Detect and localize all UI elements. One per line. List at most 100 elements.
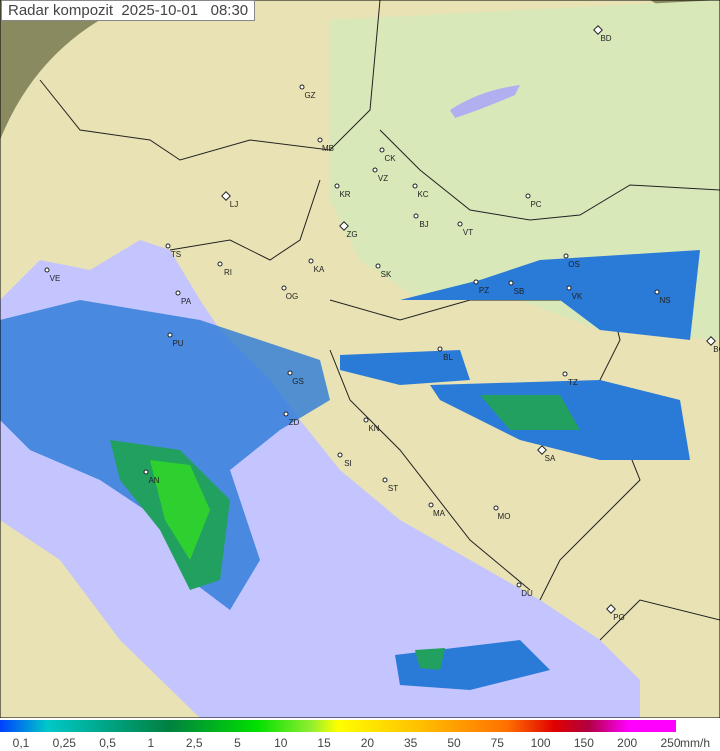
city-label: MB <box>322 144 334 153</box>
city-marker <box>413 213 419 219</box>
city-marker <box>308 258 314 264</box>
city-label: OS <box>568 260 580 269</box>
legend-tick: 10 <box>274 736 288 750</box>
city-label: ST <box>387 484 399 493</box>
legend-tick: 0,5 <box>99 736 116 750</box>
legend-tick: 200 <box>617 736 638 750</box>
legend: 0,1 0,25 0,5 1 2,5 5 10 15 20 35 50 75 100 150 200 250 … <box>0 718 720 751</box>
legend-unit: mm/h <box>680 736 710 750</box>
city-marker <box>143 469 149 475</box>
city-label: VZ <box>377 174 389 183</box>
city-label: BL <box>443 353 453 362</box>
city-label: SK <box>380 270 392 279</box>
legend-tick: 50 <box>447 736 461 750</box>
city-marker <box>562 371 568 377</box>
radar-map <box>0 0 720 718</box>
city-label: TS <box>170 250 182 259</box>
lake <box>450 85 520 118</box>
city-label: KN <box>368 424 380 433</box>
legend-tick: 100 <box>530 736 551 750</box>
city-label: AN <box>148 476 160 485</box>
city-marker <box>379 147 385 153</box>
city-label: DU <box>521 589 533 598</box>
map-title: Radar kompozit 2025-10-01 08:30 <box>1 0 256 21</box>
legend-tick: 15 <box>317 736 331 750</box>
city-label: BD <box>600 34 612 43</box>
rain-band-northeast <box>400 250 700 340</box>
city-marker <box>473 279 479 285</box>
city-label: PG <box>613 613 625 622</box>
city-marker <box>281 285 287 291</box>
legend-tick: 75 <box>490 736 504 750</box>
city-label: KR <box>339 190 351 199</box>
legend-tick: 0,25 <box>52 736 76 750</box>
rain-area-heavy <box>150 460 210 560</box>
legend-tick: 2,5 <box>185 736 203 750</box>
city-label: SA <box>544 454 556 463</box>
city-marker <box>516 582 522 588</box>
city-marker <box>457 221 463 227</box>
city-marker <box>217 261 223 267</box>
city-label: ZD <box>288 418 300 427</box>
legend-tick: 35 <box>404 736 418 750</box>
rain-band-central <box>340 350 470 385</box>
legend-tick: 5 <box>234 736 241 750</box>
city-marker <box>437 346 443 352</box>
city-label: BJ <box>419 220 429 229</box>
city-marker <box>563 253 569 259</box>
rain-core-south <box>415 648 445 670</box>
rain-core-east <box>480 395 580 430</box>
city-label: TZ <box>568 378 578 387</box>
city-label: VT <box>462 228 474 237</box>
city-marker <box>428 502 434 508</box>
city-label: SB <box>513 287 525 296</box>
city-marker <box>165 243 171 249</box>
city-label: PZ <box>478 286 490 295</box>
city-label: PC <box>530 200 542 209</box>
city-marker <box>283 411 289 417</box>
city-marker <box>508 280 514 286</box>
city-label: PU <box>172 339 184 348</box>
borders <box>39 0 720 641</box>
city-marker <box>44 267 50 273</box>
city-marker <box>167 332 173 338</box>
city-label: OG <box>285 292 299 301</box>
city-label: MA <box>433 509 445 518</box>
city-label: PA <box>180 297 192 306</box>
city-marker <box>566 285 572 291</box>
city-label: CK <box>384 154 396 163</box>
precipitation <box>0 250 700 690</box>
city-marker <box>525 193 531 199</box>
city-marker <box>287 370 293 376</box>
legend-tick: 150 <box>573 736 594 750</box>
city-label: SI <box>344 459 352 468</box>
city-marker <box>654 289 660 295</box>
city-marker <box>363 417 369 423</box>
city-marker <box>382 477 388 483</box>
city-marker <box>317 137 323 143</box>
legend-tick: 20 <box>360 736 375 750</box>
city-marker <box>299 84 305 90</box>
city-label: KA <box>313 265 325 274</box>
city-marker <box>493 505 499 511</box>
legend-tick: 1 <box>147 736 155 750</box>
color-scale-bar <box>0 720 676 732</box>
city-label: RI <box>224 268 232 277</box>
city-marker <box>337 452 343 458</box>
city-marker <box>372 167 378 173</box>
city-marker <box>334 183 340 189</box>
city-marker <box>412 183 418 189</box>
city-marker <box>175 290 181 296</box>
city-label: GZ <box>304 91 316 100</box>
legend-tick: 0,1 <box>12 736 30 750</box>
city-label: KC <box>417 190 429 199</box>
city-label: VK <box>571 292 583 301</box>
city-label: GS <box>292 377 304 386</box>
city-label: NS <box>659 296 671 305</box>
legend-tick: 250 <box>660 736 681 750</box>
city-label: LJ <box>229 200 239 209</box>
city-label: VE <box>49 274 61 283</box>
city-label: MO <box>497 512 511 521</box>
city-marker <box>375 263 381 269</box>
